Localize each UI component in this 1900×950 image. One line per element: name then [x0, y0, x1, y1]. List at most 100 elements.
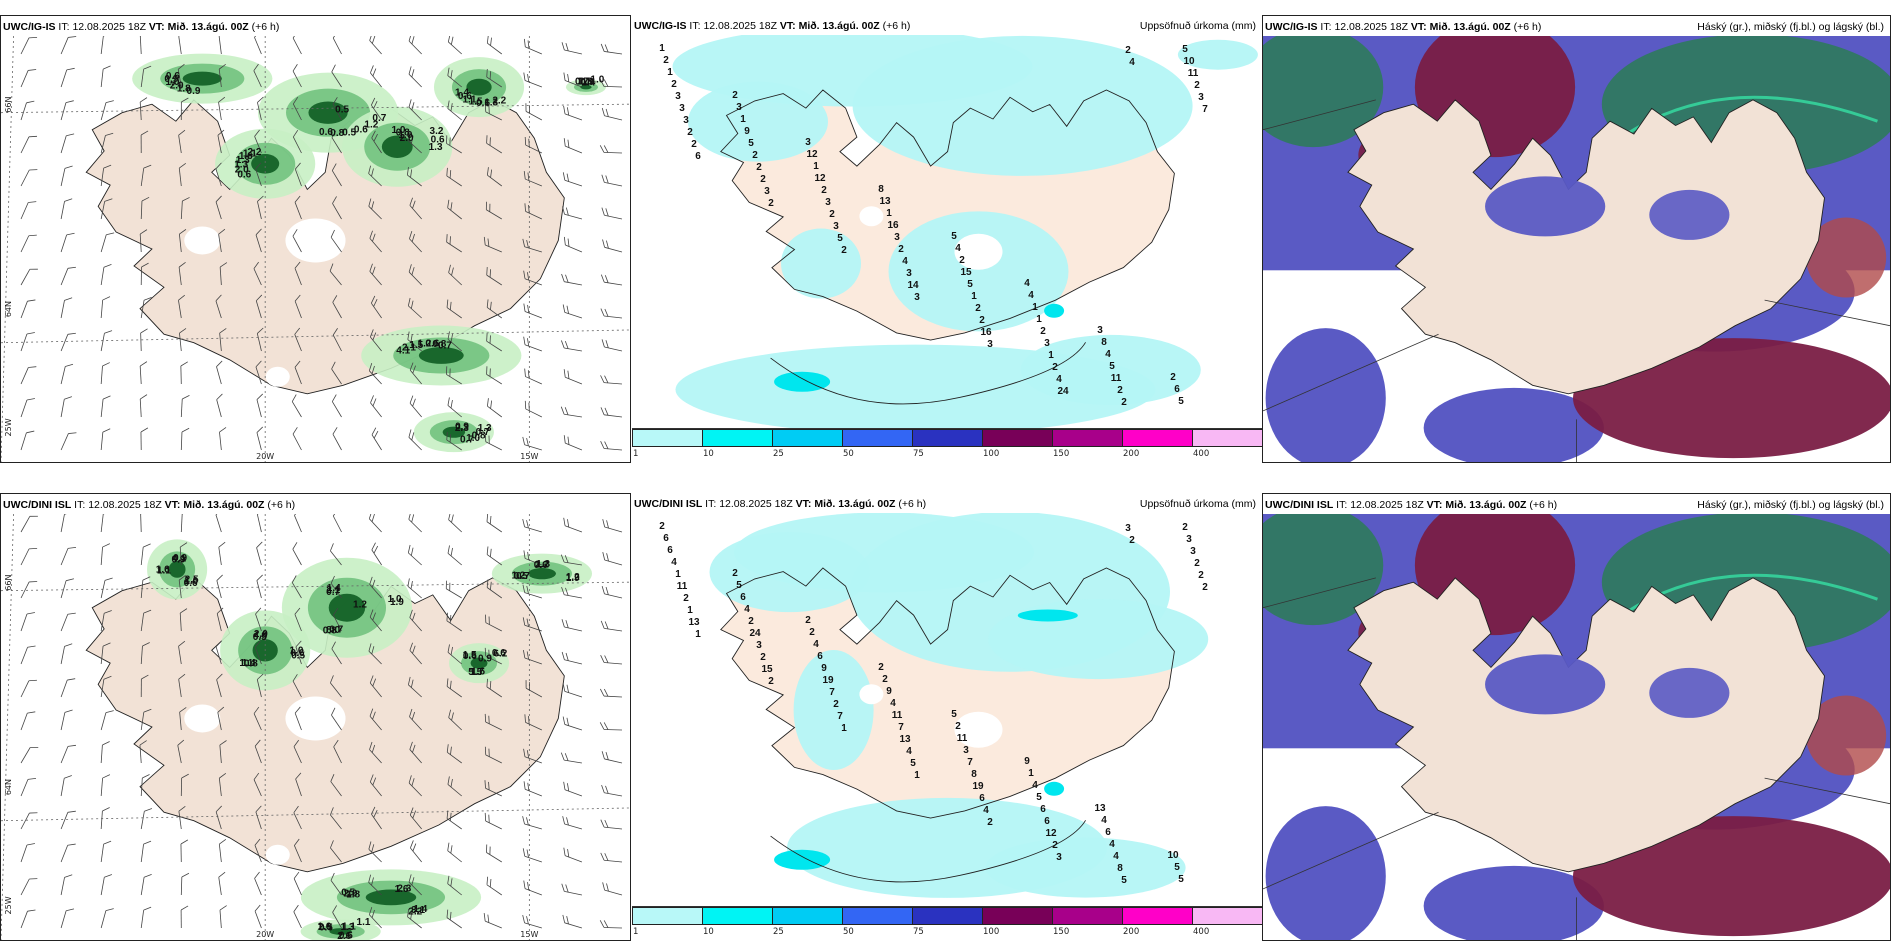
wind-barb [562, 206, 583, 220]
wind-barb [60, 198, 73, 220]
wind-barb-feather [410, 169, 413, 178]
wind-barb [20, 234, 37, 253]
wind-barb-staff [331, 714, 342, 731]
wind-barb-feather [487, 398, 489, 407]
wind-barb-staff [292, 103, 302, 121]
wind-barb-feather [66, 67, 75, 71]
wind-barb [292, 229, 302, 253]
wind-barb-feather [102, 65, 111, 70]
wind-barb [253, 63, 262, 88]
wind-barb [140, 65, 152, 88]
wind-barb-staff [369, 616, 382, 632]
wind-barb [601, 785, 623, 797]
wind-barb-staff [604, 214, 623, 220]
wind-barb-feather [486, 844, 488, 853]
wind-barb-feather [450, 70, 453, 79]
wind-barb-feather [292, 96, 299, 105]
accum-value-label: 3 [1125, 523, 1131, 534]
wind-precip-map[interactable]: 0.5 0.6 1.0 2.2 4.1 0.9 0.9 0.7 0.7 2.0 0.8 1.3 2.1 2… [1, 36, 630, 462]
wind-barb [524, 203, 543, 220]
model-name: UWC/IG-IS [3, 21, 56, 33]
wind-barb-feather [446, 135, 448, 144]
colorbar-swatch [1052, 907, 1123, 925]
wind-barb-feather [484, 433, 487, 442]
wind-barb-feather [102, 428, 111, 433]
wind-barb-feather [254, 640, 261, 648]
wind-barb-feather [102, 296, 111, 301]
wind-barb-feather [409, 741, 413, 750]
wind-barb-feather [219, 740, 227, 746]
wind-barb [295, 640, 302, 665]
wind-barb-feather [565, 43, 569, 51]
wind-barb [219, 905, 227, 929]
wind-barb-staff [100, 69, 104, 88]
wind-barb-staff [564, 80, 583, 88]
wind-barb-feather [254, 871, 260, 879]
wind-barb-feather [606, 883, 609, 892]
cloud-cover-map[interactable] [1263, 514, 1890, 940]
wind-barb-feather [489, 878, 492, 888]
wind-barb-feather [563, 781, 566, 790]
precip-value-label: 0.5 [291, 650, 305, 661]
wind-barb [601, 339, 623, 352]
wind-barb-feather [564, 407, 569, 415]
wind-barb-feather [450, 547, 453, 556]
wind-barb-feather [371, 909, 375, 918]
wind-barb-feather [215, 162, 222, 170]
wind-barb-feather [28, 234, 37, 237]
wind-barb [100, 330, 113, 352]
accum-value-label: 5 [736, 580, 742, 591]
wind-barb-staff [100, 877, 105, 896]
wind-barb [409, 230, 422, 253]
wind-barb-feather [485, 201, 487, 210]
wind-barb-feather [411, 432, 415, 441]
lead-time: (+6 h) [1529, 499, 1558, 511]
wind-barb [20, 581, 38, 599]
wind-barb-feather [604, 441, 609, 450]
wind-barb-staff [295, 646, 302, 665]
wind-barb [140, 130, 149, 154]
wind-barb-feather [450, 746, 452, 755]
wind-barb-feather [103, 675, 112, 680]
precip-value-label: 1.5 [469, 97, 483, 108]
wind-barb [20, 878, 38, 896]
wind-barb-feather [450, 399, 453, 409]
accum-precip-map[interactable]: 2 2 2 2 5 9 13 10 6 5 2 2 2 1 4 5 6 6 4 9 11 4 6 5 4 4 6 4 3 5 4 2 1 2 9 11… [632, 513, 1262, 907]
wind-barb [177, 63, 185, 88]
cloud-cover-map[interactable] [1263, 36, 1890, 462]
wind-barb [140, 774, 150, 797]
wind-barb-feather [563, 236, 566, 246]
wind-barb-staff [447, 108, 462, 121]
wind-barb [563, 369, 583, 385]
wind-barb-feather [292, 129, 299, 138]
wind-barb [371, 130, 382, 154]
wind-barb-feather [143, 708, 152, 713]
precip-value-label: 2.0 [254, 629, 268, 640]
wind-barb-feather [445, 580, 447, 589]
precip-value-label: 1.2 [353, 600, 367, 611]
wind-barb-staff [100, 547, 103, 566]
wind-barb-feather [600, 274, 605, 283]
precip-area-heavy [381, 135, 413, 158]
wind-barb-staff [332, 103, 342, 121]
accum-value-label: 1 [841, 723, 847, 734]
wind-barb-feather [561, 586, 565, 595]
wind-barb-staff [20, 613, 28, 632]
accum-value-label: 2 [1117, 385, 1123, 396]
colorbar-tick-label: 150 [1053, 449, 1070, 459]
wind-barb-staff [20, 169, 30, 187]
wind-barb-feather [143, 840, 152, 845]
accum-precip-map[interactable]: 1 2 3 8 5 4 3 2 2 3 12 13 4 4 8 6 1 1 1 1 2 1 4 5 2 9 12 16 15 1 5 5 3 5 2… [632, 35, 1262, 429]
wind-barb-feather [449, 582, 451, 591]
precip-value-label: 1.1 [157, 565, 171, 576]
wind-precip-map[interactable]: 1.2 1.1 1.3 0.6 0.5 1.1 5.5 1.4 0.5 1.2 0.9 2.2 1.6 0… [1, 514, 630, 940]
wind-barb-staff [484, 920, 502, 929]
high-cloud-area [1263, 36, 1384, 148]
precip-value-label: 1.3 [536, 559, 550, 570]
it-label: IT: [74, 499, 86, 511]
wind-barb-feather [407, 331, 410, 340]
precip-value-label: 1.6 [471, 666, 485, 677]
glacier-langjokull [184, 226, 221, 255]
wind-barb-feather [566, 684, 569, 693]
wind-barb [139, 361, 148, 385]
